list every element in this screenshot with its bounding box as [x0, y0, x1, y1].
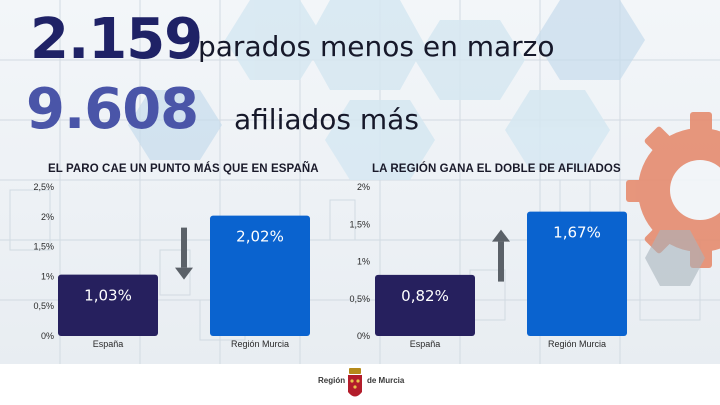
chart-1-title: EL PARO CAE UN PUNTO MÁS QUE EN ESPAÑA: [48, 163, 319, 175]
y-tick-label: 1%: [41, 271, 54, 281]
bar: [58, 274, 158, 336]
data-label: 1,67%: [553, 224, 601, 242]
category-label: Región Murcia: [231, 339, 289, 349]
bar: [527, 211, 627, 336]
y-tick-label: 0,5%: [33, 301, 54, 311]
y-tick-label: 2,5%: [33, 182, 54, 192]
data-label: 1,03%: [84, 287, 132, 305]
coat-of-arms-icon: [348, 368, 362, 397]
parados-number: 2.159: [30, 7, 203, 72]
bar: [210, 215, 310, 336]
y-tick-label: 0%: [357, 331, 370, 341]
category-label: Región Murcia: [548, 339, 606, 349]
data-label: 2,02%: [236, 228, 284, 246]
afiliados-number: 9.608: [26, 77, 199, 142]
category-label: España: [93, 339, 124, 349]
parados-text: parados menos en marzo: [198, 30, 555, 63]
chart-2-title: LA REGIÓN GANA EL DOBLE DE AFILIADOS: [372, 163, 621, 175]
down-arrow-icon: [175, 227, 193, 280]
footer-region-text: Región: [318, 376, 346, 385]
gear-shadow: [645, 230, 705, 286]
footer-murcia-text: de Murcia: [367, 376, 405, 385]
y-tick-label: 1%: [357, 257, 370, 267]
chart-afiliados: 0% 0,5% 1% 1,5% 2% 0,82% España 1,67% Región Mur…: [349, 182, 627, 349]
afiliados-text: afiliados más: [234, 103, 419, 136]
y-tick-label: 1,5%: [33, 242, 54, 252]
category-label: España: [410, 339, 441, 349]
chart-paro: 0% 0,5% 1% 1,5% 2% 2,5% 1,03% España 2,02% Región…: [33, 182, 310, 349]
y-tick-label: 1,5%: [349, 219, 370, 229]
data-label: 0,82%: [401, 287, 449, 305]
y-tick-label: 2%: [357, 182, 370, 192]
up-arrow-icon: [492, 229, 510, 282]
y-tick-label: 2%: [41, 212, 54, 222]
y-tick-label: 0%: [41, 331, 54, 341]
y-tick-label: 0,5%: [349, 294, 370, 304]
bar: [375, 274, 475, 336]
